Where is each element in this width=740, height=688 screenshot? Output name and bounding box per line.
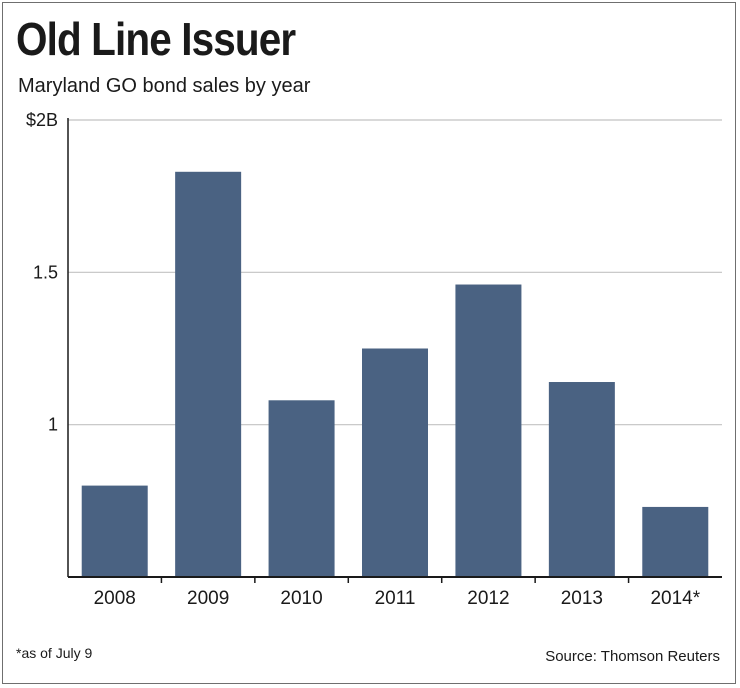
- x-tick-label: 2009: [187, 588, 229, 609]
- bar-2014: [642, 506, 709, 577]
- source-credit: Source: Thomson Reuters: [545, 648, 720, 665]
- footnote: *as of July 9: [16, 645, 93, 661]
- y-tick-label: 1.5: [33, 262, 58, 282]
- bar-2013: [548, 382, 615, 577]
- x-tick-label: 2012: [467, 588, 509, 609]
- x-tick-label: 2010: [280, 588, 322, 609]
- chart-subtitle: Maryland GO bond sales by year: [18, 75, 311, 97]
- bar-2008: [81, 485, 148, 577]
- x-tick-label: 2011: [375, 588, 416, 609]
- x-tick-label: 2014*: [650, 588, 700, 609]
- x-tick-label: 2008: [94, 588, 136, 609]
- bar-2009: [175, 171, 242, 577]
- bar-2012: [455, 284, 522, 577]
- bar-2010: [268, 400, 335, 577]
- x-tick-label: 2013: [561, 588, 603, 609]
- y-tick-label: $2B: [26, 110, 58, 130]
- y-tick-label: 1: [48, 415, 58, 435]
- bar-2011: [362, 348, 428, 577]
- chart-title: Old Line Issuer: [16, 13, 296, 65]
